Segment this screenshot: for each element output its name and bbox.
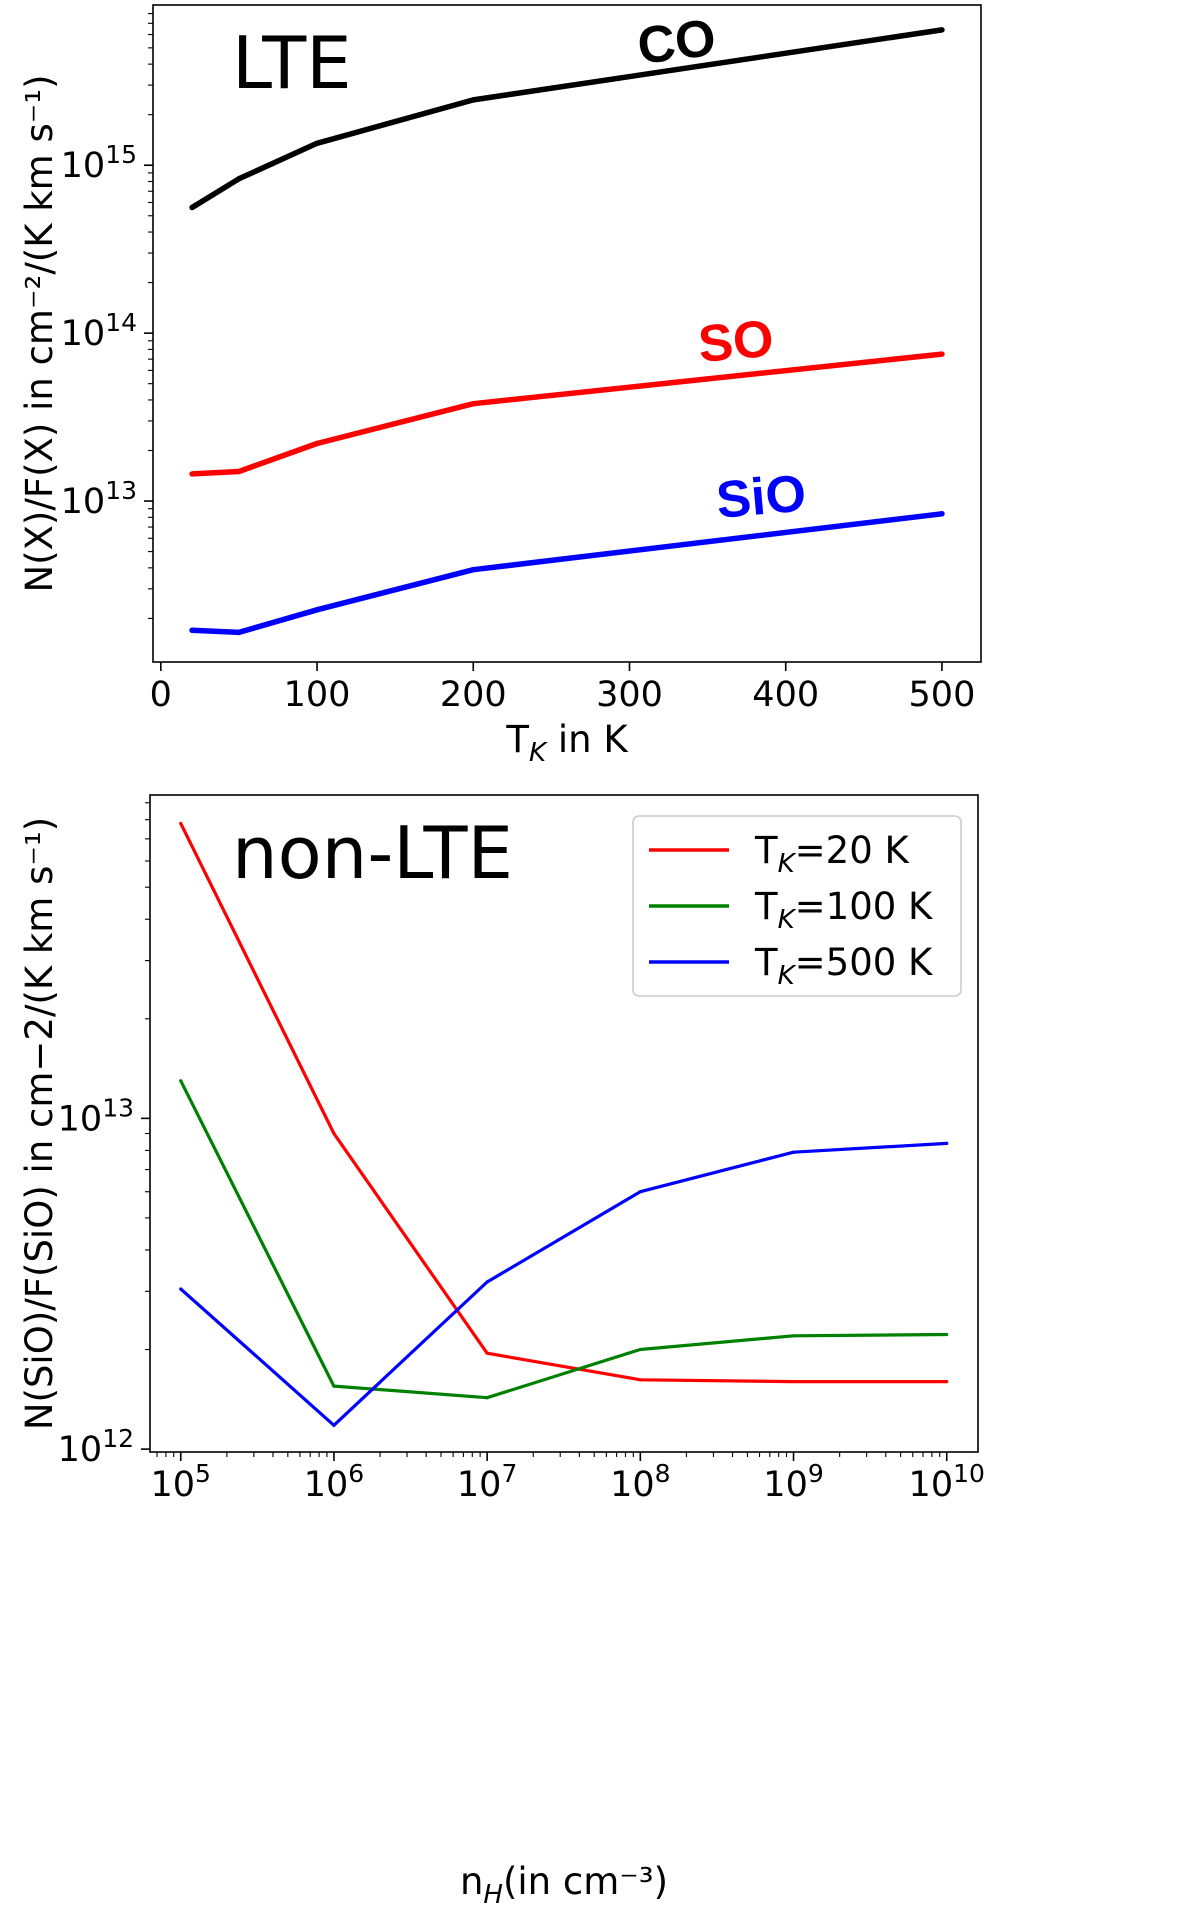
data-point: [236, 629, 242, 636]
x-tick-label: 100: [284, 675, 351, 715]
data-point: [189, 627, 195, 634]
x-tick-label: 106: [304, 1459, 364, 1505]
data-point: [332, 1423, 336, 1427]
panel-title: non-LTE: [232, 811, 513, 895]
curve-label-sio: SiO: [714, 464, 808, 530]
data-point: [314, 607, 320, 613]
x-tick-label: 0: [150, 675, 172, 715]
x-tick-label: 500: [909, 675, 976, 715]
data-point: [939, 351, 945, 357]
legend-label: TK=500 K: [754, 941, 934, 991]
data-point: [939, 511, 945, 517]
y-tick-label: 1015: [61, 140, 137, 186]
y-tick-label: 1014: [61, 308, 137, 354]
y-tick-label: 1012: [58, 1424, 134, 1470]
curve-label-so: SO: [696, 310, 776, 374]
data-point: [179, 821, 183, 825]
x-tick-label: 107: [457, 1459, 517, 1505]
plot-frame: [149, 794, 979, 1453]
x-tick-label: 105: [151, 1459, 211, 1505]
data-point: [638, 1378, 642, 1382]
y-tick-label: 1013: [58, 1093, 134, 1139]
panel-title: LTE: [232, 21, 352, 105]
data-point: [638, 1190, 642, 1194]
data-point: [945, 1379, 949, 1384]
data-point: [470, 400, 477, 407]
legend-label: TK=20 K: [754, 829, 911, 879]
legend-box: [632, 815, 962, 997]
legend: TK=20 K TK=100 K TK=500 K: [632, 815, 962, 997]
series-line-t-k-100-k: [179, 1079, 947, 1400]
data-point: [638, 1347, 642, 1352]
data-point: [314, 440, 320, 447]
data-point: [791, 1150, 796, 1154]
y-axis-label: N(SiO)/F(SiO) in cm−2/(K km s⁻¹): [18, 817, 61, 1430]
data-point: [236, 468, 242, 475]
data-point: [189, 204, 195, 211]
data-point: [485, 1351, 489, 1355]
x-tick-label: 109: [763, 1459, 823, 1505]
data-point: [485, 1280, 489, 1284]
data-point: [314, 140, 320, 147]
data-point: [470, 566, 477, 573]
data-point: [485, 1396, 489, 1400]
x-tick-label: 200: [440, 675, 507, 715]
x-axis-label: nH(in cm⁻³): [460, 1860, 668, 1905]
series-line-t-k-500-k: [179, 1141, 947, 1427]
legend-label: TK=100 K: [754, 885, 934, 935]
data-point: [791, 1379, 796, 1384]
data-point: [332, 1131, 336, 1136]
series-line-sio: [191, 511, 943, 636]
data-point: [332, 1384, 336, 1388]
y-axis-label: N(X)/F(X) in cm⁻²/(K km s⁻¹): [18, 74, 61, 592]
x-tick-label: 300: [596, 675, 663, 715]
data-point: [945, 1141, 949, 1146]
data-point: [939, 27, 945, 33]
curve-label-co: CO: [634, 9, 718, 76]
y-tick-label: 1013: [61, 476, 137, 522]
data-point: [189, 471, 195, 477]
data-point: [945, 1332, 949, 1337]
series-line-t-k-20-k: [179, 822, 947, 1384]
lte-panel: 0 100 200 300 400 500 1013 1014 1015 TK in K N(X)/…: [18, 4, 982, 768]
data-point: [470, 97, 477, 103]
series-line-so: [191, 351, 943, 477]
data-point: [179, 1287, 183, 1291]
x-tick-label: 1010: [909, 1459, 985, 1505]
x-tick-label: 400: [752, 675, 819, 715]
x-axis-label: TK in K: [505, 718, 629, 768]
non-lte-panel: 105 106 107 108 109 1010 1012 1013 nH(in cm⁻³) N(…: [18, 794, 985, 1905]
data-point: [791, 1334, 796, 1338]
data-point: [179, 1079, 183, 1083]
x-tick-label: 108: [610, 1459, 670, 1505]
data-point: [236, 176, 242, 182]
